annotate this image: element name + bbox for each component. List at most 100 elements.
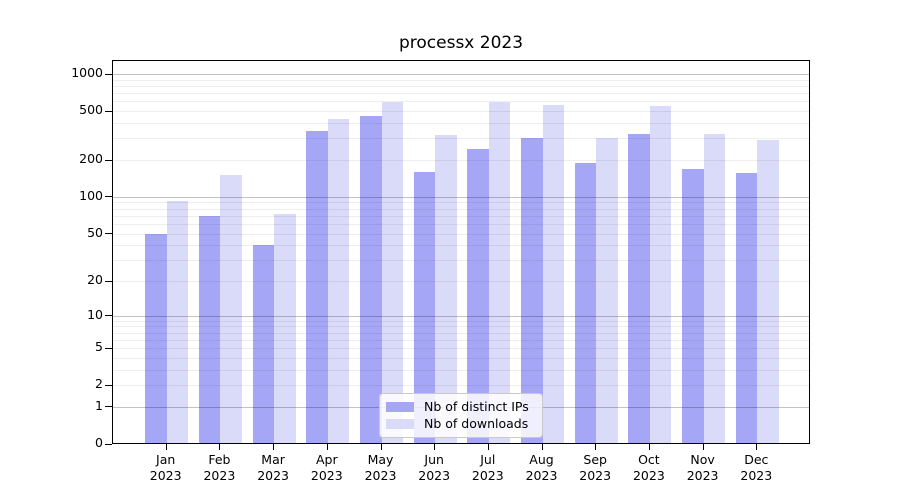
x-tick-mark-mar <box>273 444 275 450</box>
y-tick-label-5: 5 <box>95 339 103 355</box>
y-tick-mark-500 <box>105 110 112 112</box>
gridline-minor <box>113 223 809 225</box>
bar-mar-ips <box>252 245 275 443</box>
x-tick-label-aug: Aug 2023 <box>525 452 558 483</box>
gridline-minor <box>113 138 809 140</box>
y-tick-mark-0 <box>105 443 112 445</box>
gridline-minor <box>113 245 809 247</box>
bar-dec-ips <box>735 173 758 443</box>
x-tick-label-sep: Sep 2023 <box>579 452 612 483</box>
legend-label-downloads: Nb of downloads <box>424 416 529 432</box>
y-tick-mark-200 <box>105 159 112 161</box>
gridline-minor <box>113 339 809 341</box>
gridline-minor <box>113 111 809 113</box>
x-tick-label-dec: Dec 2023 <box>740 452 773 483</box>
legend-swatch-downloads <box>386 419 414 430</box>
gridline-minor <box>113 281 809 282</box>
legend-item-distinct-ips: Nb of distinct IPs <box>386 399 534 415</box>
gridline-minor <box>113 326 809 328</box>
bar-aug-ips <box>521 137 543 443</box>
bar-oct-ips <box>628 133 650 443</box>
x-tick-mark-aug <box>541 444 543 450</box>
gridline-minor <box>113 348 809 350</box>
y-tick-label-200: 200 <box>79 151 103 166</box>
x-tick-label-oct: Oct 2023 <box>632 452 665 483</box>
bar-jun-downloads <box>435 135 457 443</box>
x-tick-mark-jun <box>434 444 436 450</box>
bar-may-downloads <box>381 102 403 443</box>
gridline-minor <box>113 369 809 371</box>
bar-aug-downloads <box>542 105 564 443</box>
chart-title: processx 2023 <box>398 33 524 53</box>
y-tick-label-500: 500 <box>79 102 103 118</box>
gridline-minor <box>113 202 809 204</box>
x-tick-label-nov: Nov 2023 <box>686 452 719 483</box>
x-tick-label-feb: Feb 2023 <box>203 452 236 483</box>
x-tick-label-jul: Jul 2023 <box>471 452 504 483</box>
x-tick-mark-sep <box>595 444 597 450</box>
y-tick-mark-50 <box>105 233 112 234</box>
bar-may-ips <box>360 115 382 443</box>
bar-jan-ips <box>145 233 167 443</box>
gridline-major <box>113 315 809 317</box>
gridline-minor <box>113 101 809 103</box>
plot-area <box>112 60 810 444</box>
y-tick-mark-20 <box>105 280 112 282</box>
bar-jul-ips <box>467 148 489 443</box>
legend-swatch-distinct-ips <box>386 401 414 412</box>
legend: Nb of distinct IPs Nb of downloads <box>379 393 543 438</box>
gridline-minor <box>113 260 809 262</box>
y-tick-label-10: 10 <box>87 306 103 322</box>
gridline-minor <box>113 233 809 235</box>
y-tick-mark-1 <box>105 406 112 408</box>
y-tick-label-0: 0 <box>95 435 103 450</box>
gridline-minor <box>113 160 809 161</box>
bar-feb-downloads <box>220 175 242 443</box>
gridline-minor <box>113 93 809 95</box>
bar-oct-downloads <box>649 106 672 443</box>
y-tick-mark-1000 <box>105 73 112 75</box>
gridline-minor <box>113 320 809 322</box>
bar-jul-downloads <box>488 101 511 443</box>
y-tick-label-1000: 1000 <box>71 65 103 80</box>
y-tick-label-2: 2 <box>95 376 103 392</box>
y-tick-mark-100 <box>105 196 112 198</box>
y-tick-label-100: 100 <box>79 187 103 203</box>
bar-jun-ips <box>413 171 436 443</box>
bar-apr-ips <box>306 130 328 443</box>
gridline-minor <box>113 86 809 87</box>
gridline-minor <box>113 208 809 210</box>
x-tick-mark-apr <box>326 444 328 450</box>
bar-jan-downloads <box>166 201 189 443</box>
x-tick-mark-nov <box>702 444 704 450</box>
bar-nov-ips <box>682 169 704 443</box>
x-tick-label-jun: Jun 2023 <box>418 452 451 483</box>
x-tick-mark-dec <box>756 444 758 450</box>
gridline-minor <box>113 357 809 359</box>
y-tick-label-50: 50 <box>87 224 103 240</box>
gridline-minor <box>113 123 809 124</box>
y-tick-label-1: 1 <box>95 397 103 413</box>
x-tick-label-may: May 2023 <box>364 452 397 483</box>
y-tick-label-20: 20 <box>87 272 103 287</box>
gridline-minor <box>113 215 809 217</box>
y-tick-mark-5 <box>105 347 112 349</box>
x-tick-label-jan: Jan 2023 <box>149 452 182 483</box>
bar-sep-downloads <box>596 137 618 443</box>
gridline-minor <box>113 332 809 334</box>
bar-dec-downloads <box>757 140 779 443</box>
bar-nov-downloads <box>703 134 726 443</box>
x-tick-label-apr: Apr 2023 <box>310 452 343 483</box>
x-tick-mark-feb <box>219 444 221 450</box>
bar-mar-downloads <box>274 214 296 443</box>
gridline-major <box>113 196 809 198</box>
x-tick-mark-may <box>380 444 382 450</box>
x-tick-label-mar: Mar 2023 <box>257 452 289 483</box>
x-tick-mark-oct <box>648 444 650 450</box>
legend-item-downloads: Nb of downloads <box>386 416 534 432</box>
y-tick-mark-2 <box>105 384 112 386</box>
gridline-minor <box>113 385 809 387</box>
y-tick-mark-10 <box>105 315 112 317</box>
x-tick-mark-jan <box>165 444 167 450</box>
